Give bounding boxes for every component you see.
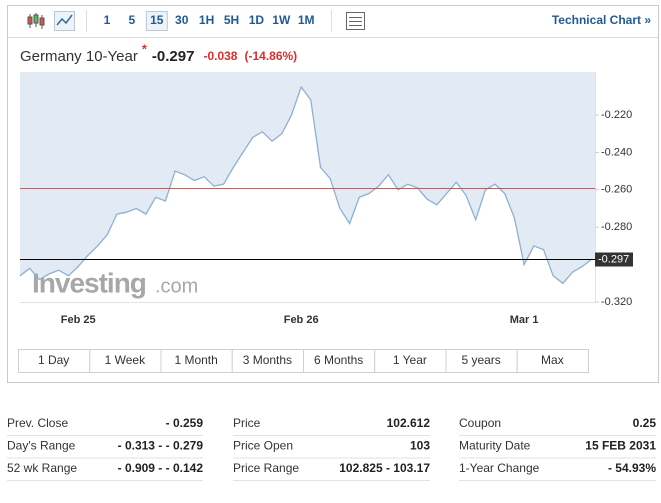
stat-label: Maturity Date: [459, 439, 531, 453]
y-tick-label: -0.240: [601, 146, 632, 158]
x-tick-label: Feb 26: [284, 314, 319, 326]
change: -0.038: [203, 49, 237, 63]
interval[interactable]: 1: [104, 13, 111, 27]
price-line: [19, 85, 593, 285]
stat-label: Price Range: [233, 461, 299, 475]
stat-value: - 0.259: [166, 416, 204, 430]
interval[interactable]: 1W: [272, 13, 291, 27]
stat-value: 15 FEB 2031: [585, 439, 656, 453]
interval-active: [145, 11, 168, 31]
interval[interactable]: 1D: [249, 13, 265, 27]
range-label[interactable]: 1 Day: [38, 353, 69, 367]
range-label[interactable]: 1 Year: [393, 353, 427, 367]
range-label[interactable]: 5 years: [461, 353, 500, 367]
stat-label: 1-Year Change: [459, 461, 540, 475]
y-tick-label: -0.280: [601, 221, 632, 233]
interval[interactable]: 30: [175, 13, 189, 27]
range-buttons: 1 Day 1 Week 1 Month 3 Months 6 Months 1 Year…: [18, 349, 589, 373]
change-percent: (-14.86%): [244, 49, 297, 63]
x-tick-label: Feb 25: [61, 314, 96, 326]
y-tick-label: -0.220: [601, 109, 632, 121]
reference-label-box: [595, 252, 633, 267]
instrument-name: Germany 10-Year: [20, 48, 138, 65]
range-label[interactable]: 1 Week: [105, 353, 146, 367]
stat-value: 0.25: [633, 416, 657, 430]
range-label[interactable]: 1 Month: [174, 353, 217, 367]
stat-value: - 54.93%: [608, 461, 656, 475]
stat-value: 103: [410, 439, 430, 453]
stat-label: Day's Range: [7, 439, 76, 453]
stat-value: 102.825 - 103.17: [339, 461, 430, 475]
stat-value: 102.612: [387, 416, 431, 430]
technical-chart-link[interactable]: Technical Chart »: [552, 13, 651, 27]
y-tick-label: -0.260: [601, 184, 632, 196]
stat-label: Prev. Close: [7, 416, 68, 430]
interval[interactable]: 5H: [224, 13, 239, 27]
price: -0.297: [152, 48, 195, 65]
interval[interactable]: 5: [129, 13, 136, 27]
table-icon[interactable]: [346, 12, 365, 30]
y-tick-label: -0.320: [601, 296, 632, 308]
marker: *: [142, 41, 148, 56]
interval[interactable]: 15: [150, 13, 164, 27]
stat-value: - 0.313 - - 0.279: [118, 439, 204, 453]
watermark-suffix: .com: [155, 275, 198, 297]
range-button[interactable]: [516, 349, 589, 373]
x-tick-label: Mar 1: [510, 314, 539, 326]
stat-label: Coupon: [459, 416, 501, 430]
stat-value: - 0.909 - - 0.142: [118, 461, 204, 475]
interval[interactable]: 1M: [298, 13, 315, 27]
stat-label: Price Open: [233, 439, 293, 453]
candle-icon[interactable]: [27, 13, 45, 29]
line-icon: [56, 14, 73, 26]
watermark-brand: Investing: [32, 267, 146, 298]
area-above-line: [20, 72, 595, 284]
stats-table: Prev. Close - 0.259 Day's Range - 0.313 - -…: [7, 416, 657, 481]
stat-label: Price: [233, 416, 261, 430]
range-label[interactable]: Max: [541, 353, 564, 367]
chart: Investing .com -0.220 -0.240 -0.260 -0.280 -0.…: [19, 72, 633, 326]
range-label[interactable]: 3 Months: [243, 353, 292, 367]
stat-label: 52 wk Range: [7, 461, 77, 475]
range-label[interactable]: 6 Months: [314, 353, 363, 367]
reference-label: -0.297: [598, 253, 629, 265]
interval[interactable]: 1H: [199, 13, 214, 27]
